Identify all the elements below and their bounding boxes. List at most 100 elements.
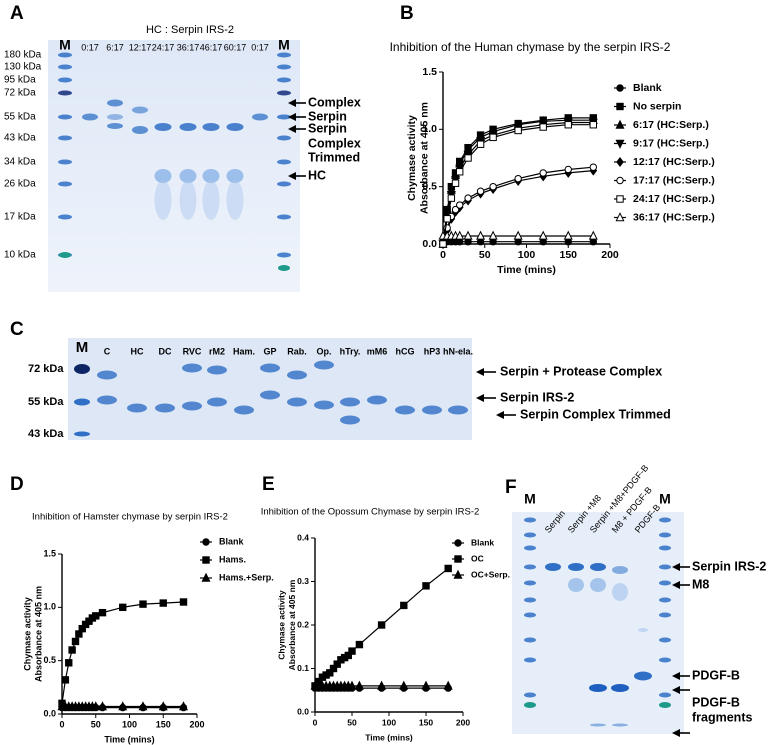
data-point: [92, 612, 100, 620]
gel-band: [58, 77, 72, 83]
gel-band: [58, 114, 72, 120]
mw-label: 72 kDa: [4, 88, 36, 99]
x-tick-label: 200: [189, 719, 204, 729]
gel-a: [48, 40, 300, 292]
gel-band: [74, 431, 90, 437]
annotation: PDGF-B: [692, 695, 740, 709]
legend-label: OC: [471, 553, 484, 563]
gel-band: [59, 252, 71, 258]
arrow-head: [288, 172, 296, 180]
x-axis-title: Time (mins): [497, 264, 556, 276]
x-tick-label: 150: [419, 717, 433, 727]
gel-band: [590, 723, 606, 727]
mw-label: 43 kDa: [4, 133, 36, 144]
gel-band: [524, 702, 536, 708]
gel-band: [395, 405, 415, 415]
legend-marker: [616, 156, 624, 168]
gel-band: [611, 684, 629, 692]
data-point: [119, 603, 127, 612]
legend-label: 17:17 (HC:Serp.): [633, 174, 715, 186]
data-point: [421, 680, 431, 690]
gel-band: [524, 637, 536, 643]
x-tick-label: 50: [347, 717, 357, 727]
lane-label: 60:17: [224, 42, 247, 52]
gel-band: [659, 564, 671, 570]
lane-label: mM6: [367, 346, 388, 356]
lane-label: hCG: [396, 346, 415, 356]
gel-band: [659, 580, 671, 586]
y-axis-title: Absorbance at 405 nm: [418, 102, 430, 214]
data-point: [355, 640, 364, 649]
y-axis-title: Absorbance at 405 nm: [287, 579, 297, 670]
gel-band: [659, 612, 671, 618]
legend-marker: [202, 556, 210, 564]
chart-title: Inhibition of the Opossum Chymase by ser…: [261, 507, 480, 518]
gel-band: [202, 123, 220, 131]
gel-band: [524, 580, 536, 586]
gel-band: [659, 637, 671, 643]
legend-label: 6:17 (HC:Serp.): [633, 119, 709, 131]
data-point: [456, 201, 464, 209]
legend-label: 24:17 (HC:Serp.): [633, 193, 715, 205]
gel-band: [277, 64, 291, 70]
data-point: [98, 608, 107, 617]
mw-label: 10 kDa: [4, 250, 36, 261]
x-axis-title: Time (mins): [365, 732, 413, 742]
gel-band: [82, 113, 98, 121]
mw-label: 34 kDa: [4, 157, 36, 168]
data-point: [354, 680, 364, 690]
gel-band: [179, 169, 197, 183]
gel-band: [58, 159, 72, 165]
y-tick-label: 0.0: [43, 708, 56, 718]
lane-label: 6:17: [106, 42, 124, 52]
gel-band: [545, 563, 561, 571]
data-point: [347, 680, 357, 690]
gel-band: [226, 123, 244, 131]
x-tick-label: 150: [559, 249, 577, 261]
y-tick-label: 0.3: [297, 576, 309, 586]
legend-marker: [616, 102, 624, 111]
gel-band: [612, 583, 628, 601]
data-point: [439, 240, 447, 248]
data-point: [488, 230, 498, 240]
legend-marker: [202, 538, 210, 546]
gel-band: [155, 403, 175, 413]
gel-band: [107, 123, 123, 129]
gel-band: [278, 265, 290, 271]
lane-label: 24:17: [152, 42, 175, 52]
arrow-head: [288, 113, 296, 121]
y-tick-label: 0.4: [297, 532, 309, 542]
data-point: [444, 564, 452, 573]
lane-label: M: [278, 37, 290, 53]
gel-band: [97, 370, 117, 380]
annotation: Serpin Complex Trimmed: [520, 407, 671, 421]
gel-band: [97, 395, 117, 405]
gel-band: [58, 64, 72, 70]
data-point: [456, 168, 464, 176]
gel-band: [58, 90, 72, 96]
lane-label: 12:17: [129, 42, 152, 52]
mw-label: 55 kDa: [28, 396, 64, 408]
legend-marker: [453, 569, 463, 579]
x-tick-label: 100: [122, 719, 137, 729]
gel-band: [659, 597, 671, 603]
y-axis-title: Chymase activity: [22, 597, 32, 671]
lane-label: RVC: [183, 346, 202, 356]
gel-band: [277, 114, 291, 120]
annotation: HC: [308, 168, 326, 182]
gel-band: [58, 181, 72, 187]
data-point: [443, 680, 453, 690]
y-tick-label: 1.5: [422, 66, 437, 78]
gel-band: [107, 99, 123, 107]
x-tick-label: 50: [91, 719, 101, 729]
data-point: [589, 163, 597, 171]
gel-band: [260, 390, 280, 400]
annotation: Serpin IRS-2: [500, 390, 574, 404]
gel-band: [58, 52, 72, 58]
legend-label: OC+Serp.: [471, 569, 510, 579]
panel-label: C: [10, 319, 24, 340]
gel-band: [590, 563, 606, 571]
gel-band: [202, 180, 220, 220]
gel-band: [277, 159, 291, 165]
